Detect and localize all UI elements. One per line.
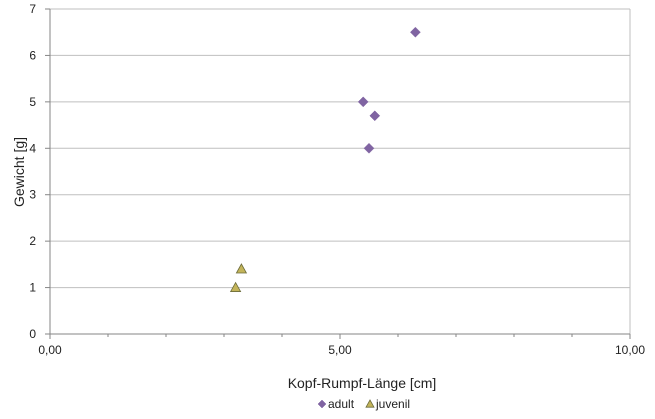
x-tick-label: 5,00 [328, 343, 352, 357]
y-tick-label: 2 [29, 234, 36, 248]
data-point-adult [357, 96, 369, 108]
x-tick-label: 0,00 [38, 343, 62, 357]
axes [45, 8, 631, 339]
data-point-adult [369, 110, 381, 122]
y-tick-label: 5 [29, 95, 36, 109]
legend-label-adult: adult [328, 397, 355, 411]
data-point-adult [410, 26, 421, 38]
y-tick-label: 3 [29, 188, 36, 202]
x-tick-labels: 0,00 5,00 10,00 [38, 343, 645, 357]
legend: adult juvenil [317, 397, 410, 411]
y-tick-label: 6 [29, 48, 36, 62]
y-tick-label: 1 [29, 281, 36, 295]
gridlines [50, 8, 631, 334]
data-point-juvenil [229, 281, 242, 292]
x-tick-label: 10,00 [615, 343, 645, 357]
y-tick-label: 0 [29, 327, 36, 341]
data-point-juvenil [235, 263, 248, 274]
legend-label-juvenil: juvenil [375, 397, 410, 411]
x-axis-label: Kopf-Rumpf-Länge [cm] [288, 375, 437, 391]
data-point-adult [363, 142, 375, 154]
y-axis-label: Gewicht [g] [11, 137, 27, 207]
legend-marker-juvenil [365, 399, 375, 408]
legend-marker-adult [317, 399, 327, 409]
y-tick-labels: 0 1 2 3 4 5 6 7 [29, 2, 36, 341]
y-tick-label: 4 [29, 141, 36, 155]
data-points [229, 26, 421, 292]
y-tick-label: 7 [29, 2, 36, 16]
